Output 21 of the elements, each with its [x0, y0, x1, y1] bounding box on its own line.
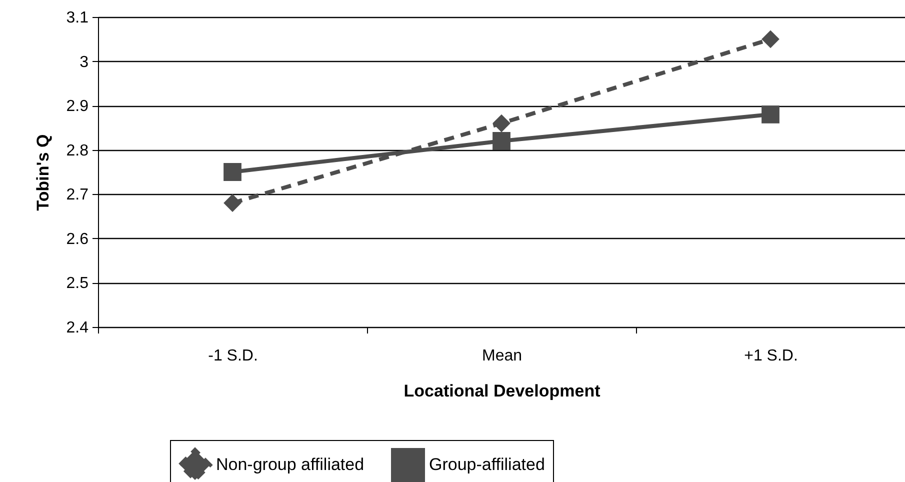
- y-tick-label: 2.6: [66, 230, 89, 248]
- point: [224, 194, 242, 212]
- x-tick-label: -1 S.D.: [208, 348, 258, 364]
- x-tick-label: +1 S.D.: [744, 348, 798, 364]
- y-axis-title: Tobin's Q: [33, 134, 52, 211]
- legend-label: Non-group affiliated: [216, 455, 364, 474]
- x-tick-label: Mean: [482, 348, 522, 364]
- y-tick-label: 3: [80, 54, 89, 71]
- y-tick-label: 2.9: [66, 98, 89, 116]
- point: [762, 105, 780, 124]
- point: [492, 132, 510, 150]
- y-tick-label: 2.4: [66, 320, 89, 336]
- legend-label: Group-affiliated: [429, 455, 545, 474]
- y-tick-label: 2.7: [66, 186, 89, 204]
- point: [762, 30, 780, 48]
- y-tick-label: 3.1: [66, 10, 89, 26]
- y-tick-label: 2.8: [66, 142, 89, 160]
- x-axis-title: Locational Development: [404, 382, 601, 400]
- point: [492, 114, 510, 132]
- point: [224, 163, 242, 181]
- y-tick-label: 2.5: [66, 275, 89, 292]
